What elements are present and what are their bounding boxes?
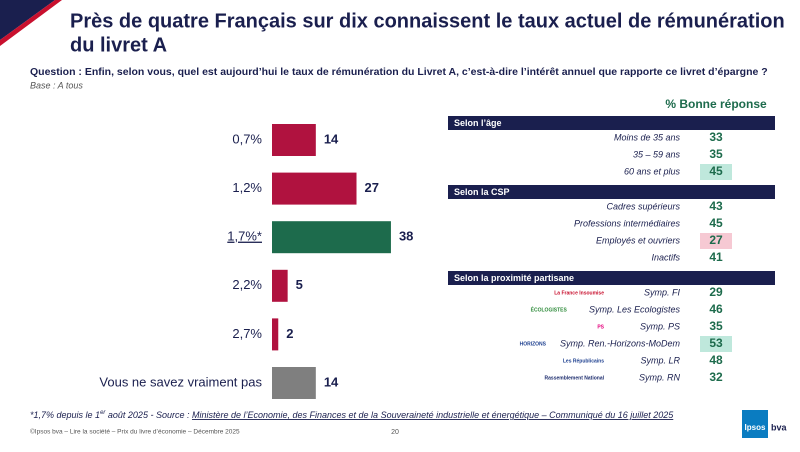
page-number: 20 (391, 429, 399, 436)
title-line: Près de quatre Français sur dix connaiss… (70, 10, 785, 32)
footnote-link[interactable]: Ministère de l’Economie, des Finances et… (192, 410, 674, 420)
value-label: 2 (286, 326, 293, 341)
row-label: Professions intermédiaires (574, 218, 681, 228)
row-value: 45 (709, 164, 723, 178)
logo-name: Ipsos (745, 423, 766, 432)
party-logo: PS (597, 324, 604, 330)
category-label: 1,2% (232, 180, 262, 195)
value-label: 14 (324, 374, 339, 389)
party-logo: Les Républicains (563, 358, 604, 364)
bar (272, 172, 357, 205)
row-label: Symp. Ren.-Horizons-MoDem (560, 338, 681, 348)
row-value: 35 (709, 147, 723, 161)
title-line: du livret A (70, 34, 167, 56)
category-label: 2,2% (232, 277, 262, 292)
value-label: 5 (296, 277, 303, 292)
section-bar (448, 271, 775, 285)
category-label: 2,7% (232, 326, 262, 341)
row-value: 45 (709, 216, 723, 230)
row-label: Symp. LR (640, 355, 680, 365)
party-logo: Rassemblement National (545, 375, 605, 381)
row-label: Moins de 35 ans (614, 132, 681, 142)
row-label: Cadres supérieurs (606, 201, 680, 211)
footnote-text: *1,7% depuis le 1 (30, 410, 100, 420)
party-logo: ÉCOLOGISTES (531, 305, 568, 313)
row-value: 41 (709, 250, 723, 264)
category-label: 1,7%* (227, 229, 262, 244)
row-value: 32 (709, 370, 723, 384)
value-label: 14 (324, 131, 339, 146)
footnote-text: août 2025 - Source : (105, 410, 192, 420)
value-label: 27 (365, 180, 379, 195)
row-value: 27 (709, 233, 723, 247)
row-value: 33 (709, 130, 723, 144)
section-title: Selon la proximité partisane (454, 273, 574, 283)
logo-box (742, 410, 768, 438)
row-label: Symp. PS (640, 321, 680, 331)
bar (272, 367, 316, 399)
bar (272, 318, 279, 351)
category-label: 0,7% (232, 131, 262, 146)
bar (272, 221, 391, 254)
row-label: Symp. Les Ecologistes (589, 304, 681, 314)
party-logo: La France Insoumise (554, 290, 604, 296)
row-label: Symp. FI (644, 287, 681, 297)
section-title: Selon la CSP (454, 187, 510, 197)
footer: ©Ipsos bva – Lire la société – Prix du l… (30, 428, 240, 436)
row-value: 53 (709, 336, 723, 350)
table-header: % Bonne réponse (665, 97, 767, 111)
bar (272, 269, 288, 302)
logo-suffix: bva (771, 422, 788, 432)
category-label: Vous ne savez vraiment pas (99, 374, 262, 389)
footnote-sup: er (100, 410, 106, 416)
row-value: 43 (709, 199, 723, 213)
highlight (700, 336, 732, 352)
row-label: 35 – 59 ans (633, 149, 681, 159)
row-value: 48 (709, 353, 723, 367)
row-value: 46 (709, 302, 723, 316)
section-title: Selon l’âge (454, 118, 502, 128)
row-value: 35 (709, 319, 723, 333)
section-bar (448, 185, 775, 199)
highlight (700, 164, 732, 180)
highlight (700, 233, 732, 249)
corner-red (0, 0, 62, 46)
party-logo: HORIZONS (520, 341, 547, 347)
value-label: 38 (399, 229, 413, 244)
bar (272, 124, 316, 156)
question: Question : Enfin, selon vous, quel est a… (30, 66, 768, 78)
row-label: 60 ans et plus (624, 166, 681, 176)
row-value: 29 (709, 285, 723, 299)
row-label: Symp. RN (639, 372, 681, 382)
row-label: Inactifs (651, 252, 680, 262)
footnote: *1,7% depuis le 1er août 2025 - Source :… (30, 410, 674, 421)
section-bar (448, 116, 775, 130)
base: Base : A tous (30, 80, 83, 90)
row-label: Employés et ouvriers (596, 235, 681, 245)
